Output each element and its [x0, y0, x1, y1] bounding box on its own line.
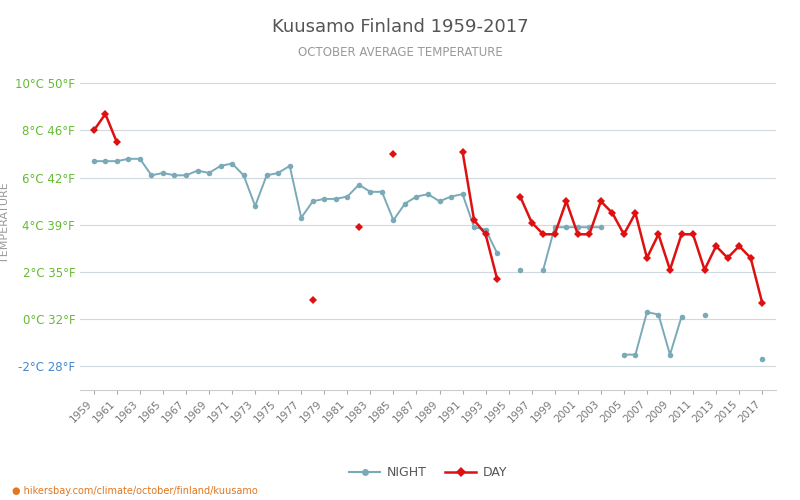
NIGHT: [274, 170, 283, 176]
NIGHT: [158, 170, 168, 176]
NIGHT: [354, 182, 364, 188]
NIGHT: [342, 194, 352, 200]
NIGHT: [423, 191, 433, 197]
NIGHT: [319, 196, 329, 202]
NIGHT: [308, 198, 318, 204]
NIGHT: [389, 217, 398, 223]
NIGHT: [366, 189, 375, 195]
Y-axis label: TEMPERATURE: TEMPERATURE: [0, 182, 10, 263]
NIGHT: [216, 163, 226, 169]
NIGHT: [204, 170, 214, 176]
NIGHT: [123, 156, 133, 162]
NIGHT: [412, 194, 422, 200]
NIGHT: [193, 168, 202, 173]
Text: OCTOBER AVERAGE TEMPERATURE: OCTOBER AVERAGE TEMPERATURE: [298, 46, 502, 59]
NIGHT: [285, 163, 294, 169]
NIGHT: [331, 196, 341, 202]
Legend: NIGHT, DAY: NIGHT, DAY: [344, 461, 512, 484]
Line: DAY: DAY: [91, 111, 120, 145]
NIGHT: [101, 158, 110, 164]
NIGHT: [400, 200, 410, 206]
NIGHT: [239, 172, 249, 178]
NIGHT: [89, 158, 98, 164]
NIGHT: [182, 172, 191, 178]
NIGHT: [377, 189, 386, 195]
DAY: [101, 111, 110, 117]
DAY: [112, 140, 122, 145]
NIGHT: [492, 250, 502, 256]
NIGHT: [434, 198, 444, 204]
DAY: [89, 128, 98, 134]
Text: Kuusamo Finland 1959-2017: Kuusamo Finland 1959-2017: [272, 18, 528, 36]
NIGHT: [470, 224, 479, 230]
Line: NIGHT: NIGHT: [91, 156, 500, 256]
NIGHT: [170, 172, 179, 178]
NIGHT: [250, 203, 260, 209]
NIGHT: [481, 226, 490, 232]
NIGHT: [146, 172, 156, 178]
Text: ● hikersbay.com/climate/october/finland/kuusamo: ● hikersbay.com/climate/october/finland/…: [12, 486, 258, 496]
NIGHT: [262, 172, 271, 178]
NIGHT: [458, 191, 467, 197]
NIGHT: [227, 160, 237, 166]
NIGHT: [297, 215, 306, 221]
NIGHT: [112, 158, 122, 164]
NIGHT: [446, 194, 456, 200]
NIGHT: [135, 156, 145, 162]
